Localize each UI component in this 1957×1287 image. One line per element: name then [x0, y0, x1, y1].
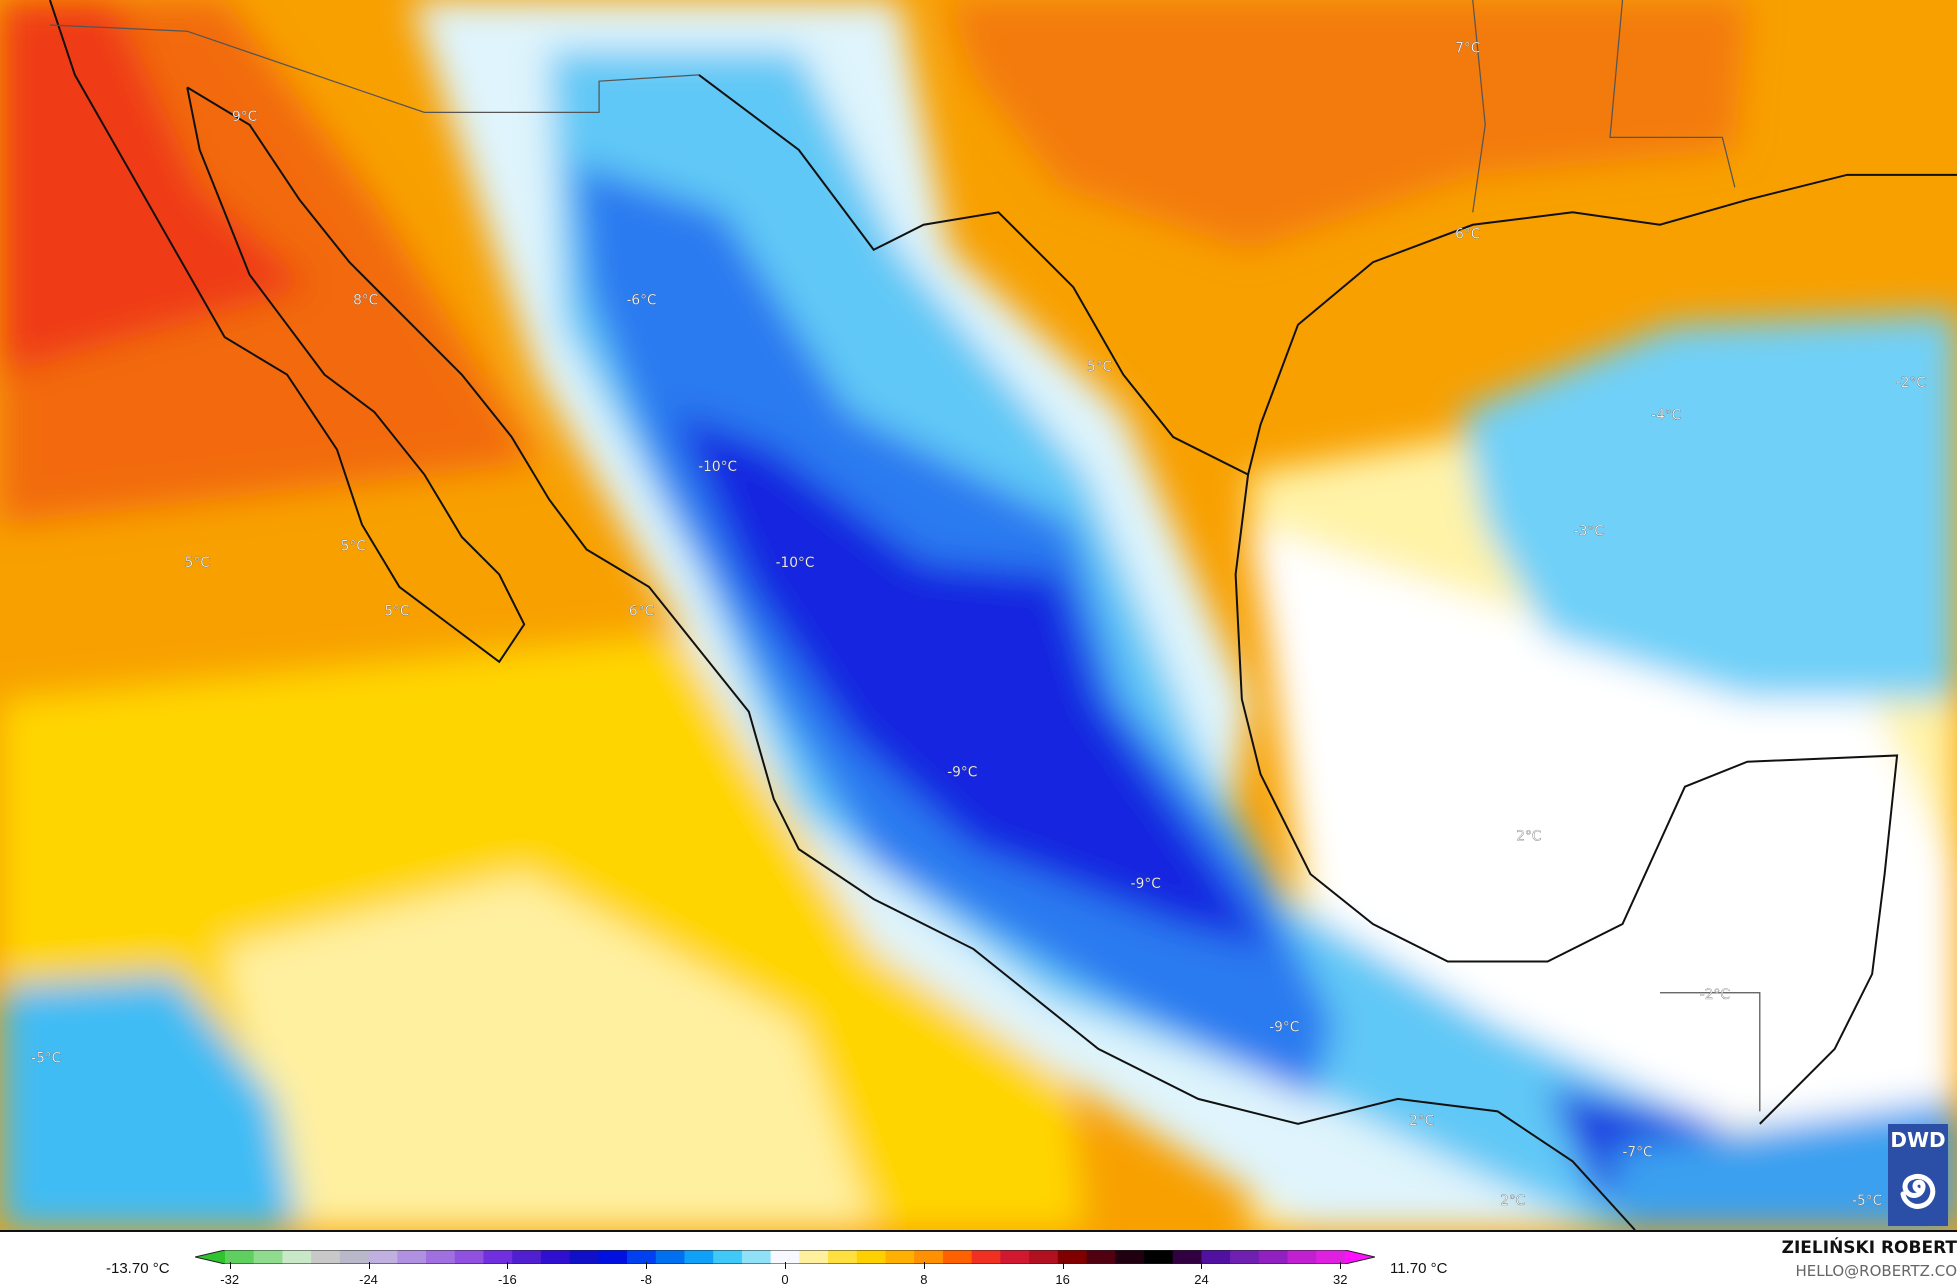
colorbar-swatch — [971, 1250, 1001, 1264]
colorbar-swatch — [914, 1250, 944, 1264]
temp-label: 2°C — [1516, 828, 1541, 844]
temp-label: 8°C — [353, 293, 378, 309]
temp-label: 2°C — [1409, 1113, 1434, 1129]
colorbar-swatch — [426, 1250, 456, 1264]
tick-label: -16 — [497, 1272, 517, 1287]
colorbar-swatch — [1258, 1250, 1289, 1264]
temp-label: -9°C — [1269, 1019, 1299, 1035]
author-name: ZIELIŃSKI ROBERT — [1781, 1238, 1957, 1258]
temp-label: 6°C — [1455, 227, 1480, 243]
colorbar-high-extend — [1345, 1250, 1375, 1264]
temp-label: -9°C — [947, 765, 977, 781]
tick-mark — [646, 1262, 648, 1269]
temp-label: -4°C — [1651, 408, 1681, 424]
temp-label: -2°C — [1700, 987, 1730, 1003]
temp-label: 7°C — [1455, 40, 1480, 56]
tick-label: -8 — [640, 1272, 652, 1287]
colorbar-swatch — [1143, 1250, 1174, 1264]
temp-label: 6°C — [629, 604, 654, 620]
colorbar-low-extend — [195, 1250, 225, 1264]
tick-label: 0 — [781, 1272, 789, 1287]
temp-label: -9°C — [1131, 876, 1161, 892]
colorbar-swatch — [454, 1250, 485, 1264]
tick-mark — [923, 1262, 925, 1269]
temp-label: -6°C — [626, 293, 656, 309]
colorbar-swatch — [655, 1250, 686, 1264]
colorbar-swatch — [684, 1250, 714, 1264]
tick-mark — [507, 1262, 509, 1269]
colorbar-swatch — [1230, 1250, 1260, 1264]
borders — [49, 0, 1761, 1112]
tick-mark — [1340, 1262, 1342, 1269]
colorbar-swatch — [1316, 1250, 1346, 1264]
tick-mark — [1201, 1262, 1203, 1269]
dwd-logo-text: DWD — [1890, 1128, 1946, 1152]
colorbar-swatch — [1172, 1250, 1203, 1264]
colorbar-swatch — [339, 1250, 370, 1264]
colorbar-swatch — [368, 1250, 398, 1264]
temperature-map: 7°C 9°C 6°C 8°C -6°C 5°C -2°C -4°C -10°C… — [0, 0, 1957, 1232]
colorbar-swatch — [569, 1250, 599, 1264]
colorbar-swatch — [540, 1250, 571, 1264]
tick-mark — [368, 1262, 370, 1269]
colorbar-swatch — [799, 1250, 829, 1264]
tick-mark — [1062, 1262, 1064, 1269]
colorbar-swatch — [311, 1250, 341, 1264]
colorbar-swatch — [282, 1250, 312, 1264]
colorbar-swatch — [397, 1250, 427, 1264]
temp-label: -10°C — [698, 459, 737, 475]
coastlines — [48, 0, 1957, 1230]
tick-label: 16 — [1055, 1272, 1070, 1287]
swirl-icon — [1900, 1173, 1936, 1209]
author-email: HELLO@ROBERTZ.CO — [1795, 1262, 1957, 1280]
max-value-label: 11.70 °C — [1390, 1260, 1448, 1277]
temp-label: 9°C — [232, 109, 257, 125]
colorbar-swatch — [512, 1250, 542, 1264]
colorbar-swatch — [1057, 1250, 1088, 1264]
colorbar-swatch — [856, 1250, 887, 1264]
colorbar-swatch — [253, 1250, 284, 1264]
temp-label: -5°C — [1852, 1193, 1882, 1209]
temp-label: 5°C — [185, 555, 210, 571]
colorbar-swatch — [1000, 1250, 1030, 1264]
temperature-field — [0, 0, 1957, 1230]
temp-label: -7°C — [1622, 1144, 1652, 1160]
temp-label: 5°C — [341, 539, 366, 555]
temp-label: 2°C — [1500, 1193, 1525, 1209]
tick-mark — [229, 1262, 231, 1269]
colorbar-swatch — [1115, 1250, 1145, 1264]
colorbar-swatch — [713, 1250, 743, 1264]
colorbar — [195, 1250, 1375, 1264]
colorbar-swatch — [942, 1250, 973, 1264]
colorbar-swatch — [1287, 1250, 1317, 1264]
colorbar-swatch — [627, 1250, 657, 1264]
temp-label: -3°C — [1574, 524, 1604, 540]
colorbar-swatch — [770, 1250, 800, 1264]
tick-label: -32 — [220, 1272, 240, 1287]
colorbar-swatch — [1201, 1250, 1231, 1264]
colorbar-swatch — [483, 1250, 513, 1264]
tick-label: -24 — [359, 1272, 378, 1287]
temp-label: 5°C — [1087, 359, 1112, 375]
temperature-labels: 7°C 9°C 6°C 8°C -6°C 5°C -2°C -4°C -10°C… — [31, 40, 1926, 1209]
colorbar-swatch — [1086, 1250, 1116, 1264]
temp-label: 5°C — [384, 604, 409, 620]
tick-label: 8 — [920, 1272, 928, 1287]
tick-label: 32 — [1333, 1272, 1348, 1287]
colorbar-swatch — [598, 1250, 628, 1264]
temp-label: -2°C — [1896, 375, 1926, 391]
tick-mark — [785, 1262, 786, 1269]
temp-label: -5°C — [31, 1051, 61, 1067]
colorbar-swatch — [1029, 1250, 1059, 1264]
colorbar-swatch — [225, 1250, 255, 1264]
colorbar-swatch — [741, 1250, 772, 1264]
min-value-label: -13.70 °C — [106, 1260, 170, 1277]
dwd-logo: DWD — [1888, 1124, 1948, 1226]
tick-label: 24 — [1194, 1272, 1209, 1287]
colorbar-legend: -13.70 °C -32 -24 -16 -8 0 8 16 24 32 11.70 °C Z… — [0, 1232, 1957, 1287]
temp-label: -10°C — [776, 555, 815, 571]
colorbar-swatch — [885, 1250, 915, 1264]
colorbar-swatch — [828, 1250, 858, 1264]
